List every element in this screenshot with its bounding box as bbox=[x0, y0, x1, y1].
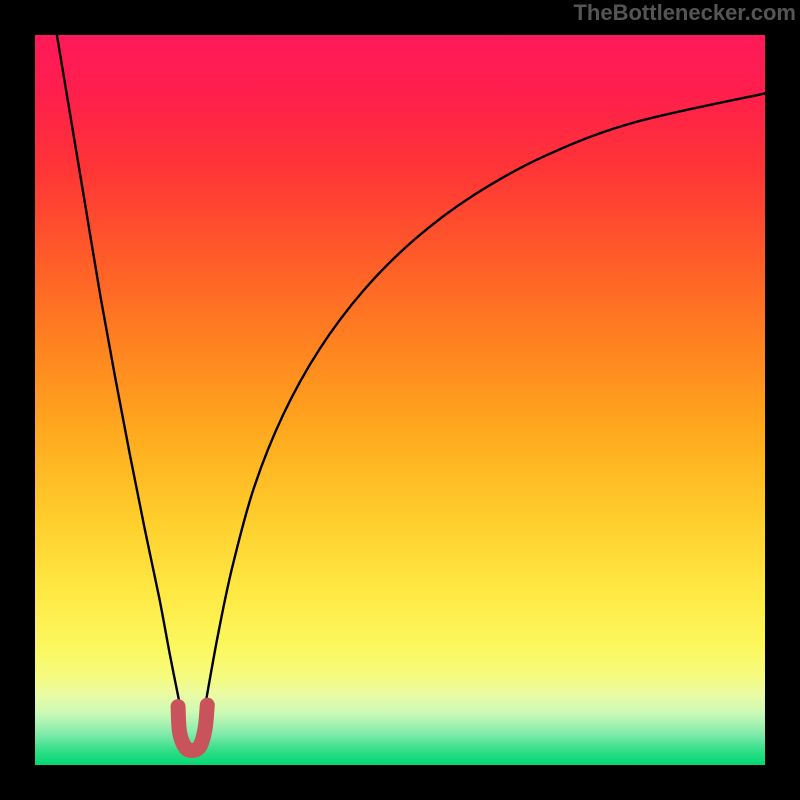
plot-area-background bbox=[35, 35, 765, 765]
watermark-text: TheBottlenecker.com bbox=[573, 0, 796, 26]
bottleneck-chart-svg bbox=[0, 0, 800, 800]
chart-container: TheBottlenecker.com bbox=[0, 0, 800, 800]
